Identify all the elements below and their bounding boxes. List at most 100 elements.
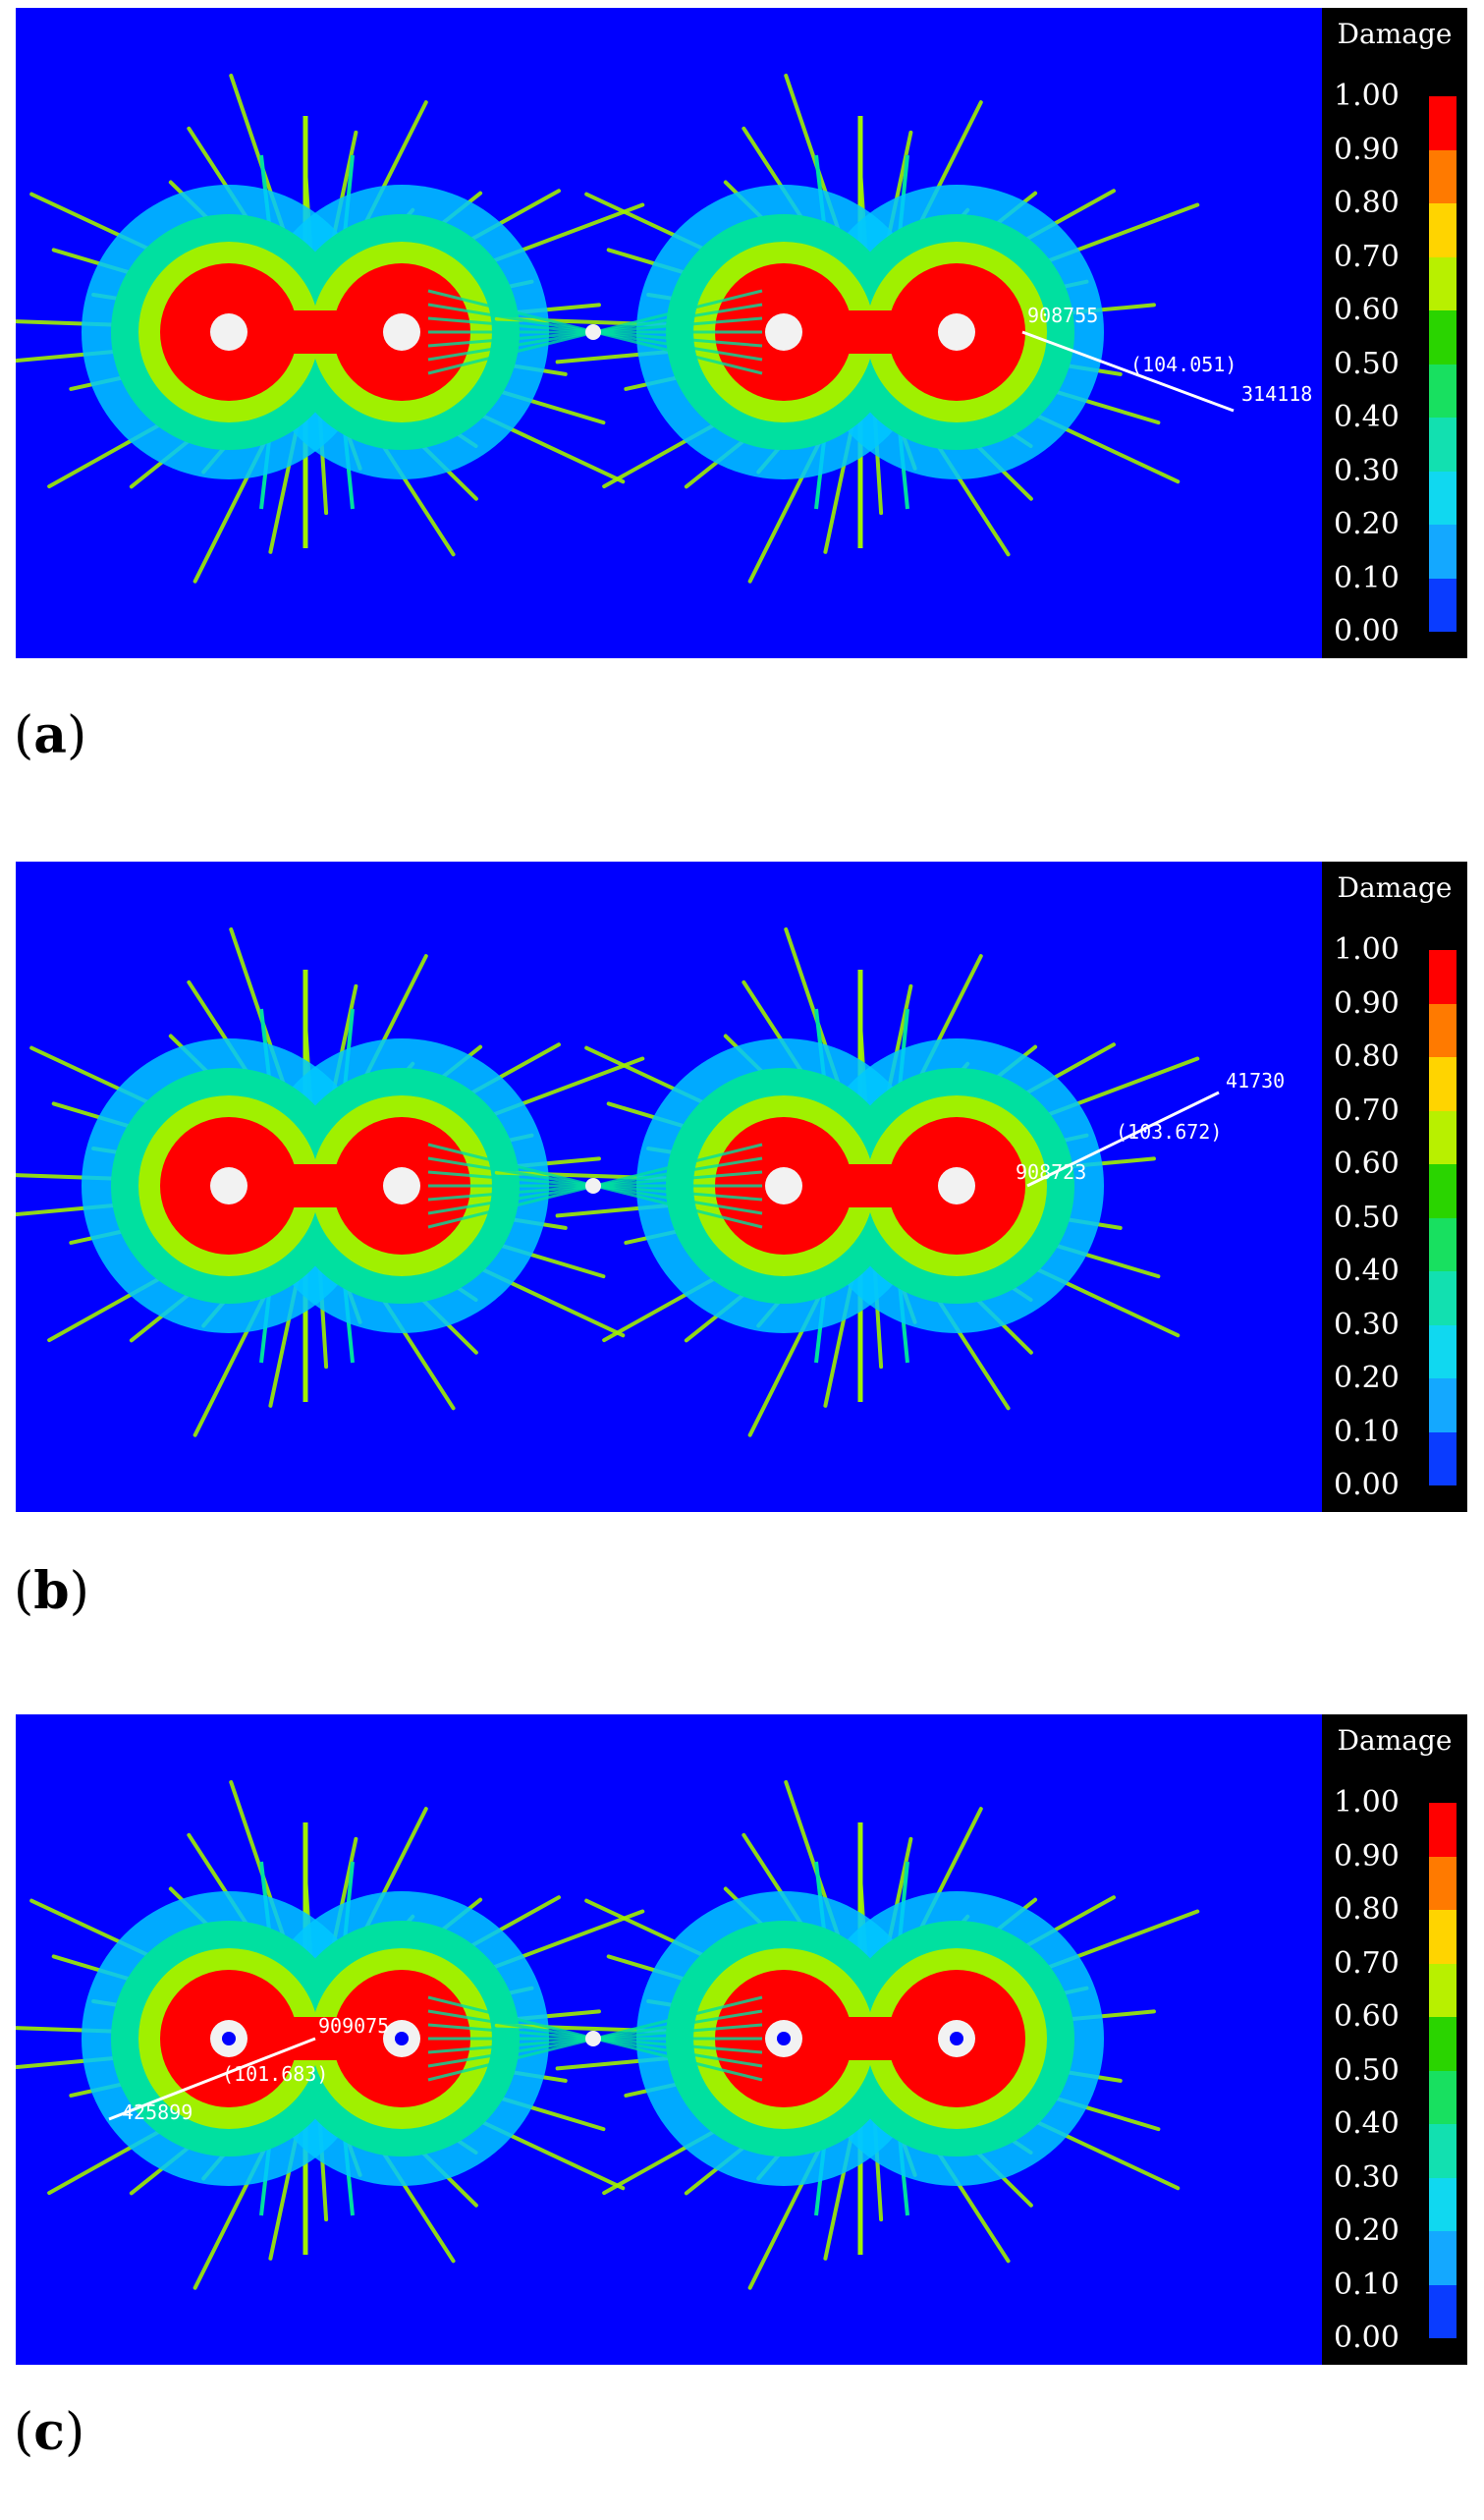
legend-swatch bbox=[1429, 96, 1457, 150]
legend-title: Damage bbox=[1337, 1724, 1453, 1757]
legend-swatch bbox=[1429, 1110, 1457, 1164]
annotation-leader bbox=[1021, 330, 1235, 413]
legend-tick-label: 0.80 bbox=[1334, 186, 1400, 220]
legend-swatch bbox=[1429, 418, 1457, 472]
legend-tick-label: 0.30 bbox=[1334, 1307, 1400, 1342]
annotation-value: (104.051) bbox=[1130, 353, 1237, 376]
legend-swatch bbox=[1429, 1217, 1457, 1271]
annotation-value: (103.672) bbox=[1116, 1120, 1222, 1144]
legend-tick-label: 0.90 bbox=[1334, 132, 1400, 167]
legend-swatch bbox=[1429, 1431, 1457, 1485]
legend-tick-label: 0.00 bbox=[1334, 1468, 1400, 1502]
blast-hole bbox=[765, 1167, 802, 1204]
blast-hole bbox=[383, 313, 420, 351]
legend-tick-label: 0.00 bbox=[1334, 2321, 1400, 2355]
legend-swatch bbox=[1429, 1164, 1457, 1218]
legend-tick-label: 0.10 bbox=[1334, 560, 1400, 595]
legend-tick-label: 0.50 bbox=[1334, 1200, 1400, 1235]
blast-hole bbox=[210, 313, 247, 351]
legend-tick-label: 0.40 bbox=[1334, 2106, 1400, 2141]
blast-hole bbox=[938, 313, 975, 351]
annotation-value: (101.683) bbox=[222, 2062, 328, 2086]
legend-tick-label: 0.60 bbox=[1334, 1147, 1400, 1181]
blast-hole bbox=[210, 1167, 247, 1204]
legend-swatch bbox=[1429, 1378, 1457, 1432]
legend-swatch bbox=[1429, 578, 1457, 632]
legend-swatch bbox=[1429, 1856, 1457, 1910]
legend-swatch bbox=[1429, 310, 1457, 364]
relief-hole bbox=[585, 324, 601, 340]
legend-swatch bbox=[1429, 149, 1457, 203]
legend-swatch bbox=[1429, 364, 1457, 418]
legend-tick-label: 0.90 bbox=[1334, 985, 1400, 1021]
legend-tick-label: 0.40 bbox=[1334, 1254, 1400, 1288]
relief-hole bbox=[585, 2031, 601, 2046]
damage-core-bridge bbox=[229, 310, 402, 354]
blast-hole-center bbox=[222, 2032, 236, 2045]
legend-swatch bbox=[1429, 2124, 1457, 2178]
annotation-node-id: 41730 bbox=[1226, 1069, 1285, 1092]
annotation-node-id: 908755 bbox=[1027, 304, 1098, 327]
annotation-node-id-2: 908723 bbox=[1016, 1160, 1086, 1184]
legend-title: Damage bbox=[1337, 871, 1453, 904]
annotation-node-id: 909075 bbox=[318, 2014, 389, 2038]
legend-swatch bbox=[1429, 2231, 1457, 2285]
blast-hole bbox=[383, 1167, 420, 1204]
legend-swatch bbox=[1429, 1803, 1457, 1857]
legend-swatch bbox=[1429, 471, 1457, 525]
legend-swatch bbox=[1429, 203, 1457, 257]
legend-tick-label: 0.30 bbox=[1334, 2159, 1400, 2195]
damage-legend: Damage 1.00 0.90 0.80 0.70 0.60 0.50 0.40 0.30 0.… bbox=[1322, 1714, 1467, 2365]
annotation-leader bbox=[108, 2037, 316, 2121]
damage-core-bridge bbox=[784, 310, 957, 354]
legend-swatch bbox=[1429, 2070, 1457, 2124]
legend-swatch bbox=[1429, 1324, 1457, 1378]
blast-hole-center bbox=[777, 2032, 791, 2045]
annotation-leader bbox=[1026, 1091, 1220, 1188]
blast-hole-center bbox=[395, 2032, 409, 2045]
legend-tick-label: 0.70 bbox=[1334, 239, 1400, 274]
legend-tick-label: 0.40 bbox=[1334, 400, 1400, 434]
legend-swatch bbox=[1429, 525, 1457, 579]
legend-tick-label: 0.60 bbox=[1334, 293, 1400, 327]
panel-c: 909075 (101.683) 425899 Damage 1.00 0.90 0.… bbox=[0, 1714, 1484, 2520]
legend-swatch bbox=[1429, 1057, 1457, 1111]
panel-label: (b) bbox=[14, 1561, 89, 1621]
legend-tick-label: 0.70 bbox=[1334, 1092, 1400, 1128]
annotation-node-id-2: 314118 bbox=[1241, 382, 1312, 406]
damage-core-bridge bbox=[784, 1164, 957, 1207]
blast-hole bbox=[765, 313, 802, 351]
damage-core-bridge bbox=[784, 2017, 957, 2060]
legend-tick-label: 0.60 bbox=[1334, 1999, 1400, 2034]
legend-tick-label: 0.20 bbox=[1334, 2213, 1400, 2248]
legend-tick-label: 0.00 bbox=[1334, 614, 1400, 648]
damage-contour-plot: 909075 (101.683) 425899 bbox=[16, 1714, 1322, 2365]
blast-hole bbox=[938, 1167, 975, 1204]
legend-swatch bbox=[1429, 2177, 1457, 2231]
legend-tick-label: 0.10 bbox=[1334, 2267, 1400, 2302]
annotation-node-id-2: 425899 bbox=[122, 2100, 192, 2124]
damage-legend: Damage 1.00 0.90 0.80 0.70 0.60 0.50 0.40 0.30 0.… bbox=[1322, 862, 1467, 1512]
panel-label: (c) bbox=[14, 2402, 85, 2462]
damage-contour-plot: 41730 (103.672) 908723 bbox=[16, 862, 1322, 1512]
panel-label: (a) bbox=[14, 705, 87, 765]
blast-hole-center bbox=[950, 2032, 963, 2045]
legend-swatch bbox=[1429, 2284, 1457, 2338]
legend-swatch bbox=[1429, 1963, 1457, 2017]
legend-tick-label: 1.00 bbox=[1334, 79, 1400, 113]
legend-tick-label: 0.80 bbox=[1334, 1039, 1400, 1074]
legend-swatch bbox=[1429, 1910, 1457, 1964]
legend-swatch bbox=[1429, 256, 1457, 310]
legend-swatch bbox=[1429, 950, 1457, 1004]
legend-swatch bbox=[1429, 2017, 1457, 2071]
legend-tick-label: 0.70 bbox=[1334, 1945, 1400, 1981]
panel-b: 41730 (103.672) 908723 Damage 1.00 0.90 0.8… bbox=[0, 862, 1484, 1667]
damage-core-bridge bbox=[229, 1164, 402, 1207]
damage-legend: Damage 1.00 0.90 0.80 0.70 0.60 0.50 0.40 0.30 0.… bbox=[1322, 8, 1467, 658]
panel-a: 908755 (104.051) 314118 Damage 1.00 0.90 0.… bbox=[0, 8, 1484, 813]
relief-hole bbox=[585, 1178, 601, 1194]
damage-contour-plot: 908755 (104.051) 314118 bbox=[16, 8, 1322, 658]
legend-tick-label: 1.00 bbox=[1334, 1785, 1400, 1820]
legend-tick-label: 0.30 bbox=[1334, 453, 1400, 488]
legend-tick-label: 0.50 bbox=[1334, 2052, 1400, 2088]
